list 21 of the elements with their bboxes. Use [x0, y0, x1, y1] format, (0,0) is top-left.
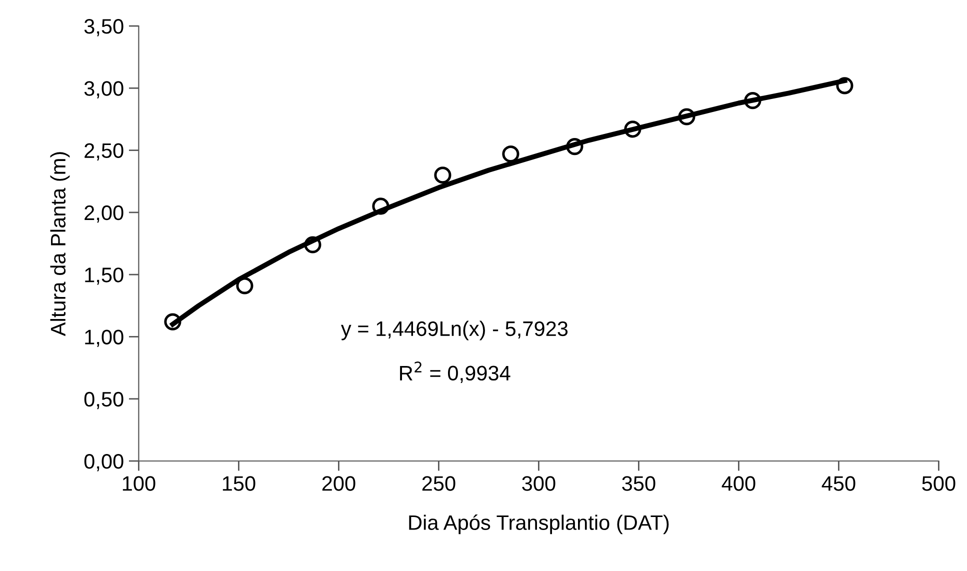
y-tick-label: 3,50: [84, 19, 124, 36]
y-tick-label: 3,00: [84, 81, 124, 98]
x-tick-label: 350: [622, 476, 656, 491]
x-tick-label: 200: [322, 476, 356, 491]
x-tick-label: 250: [422, 476, 456, 491]
annotation: y = 1,4469Ln(x) - 5,7923: [340, 320, 568, 340]
x-tick-label: 450: [822, 476, 856, 491]
y-tick-label: 2,50: [84, 143, 124, 160]
y-tick-label: 0,50: [84, 392, 124, 410]
y-axis-title: Altura da Planta (m): [50, 152, 70, 336]
x-tick-label: 300: [522, 476, 556, 491]
y-tick-label: 0,00: [84, 454, 124, 472]
y-tick-label: 1,00: [85, 330, 124, 347]
x-axis-title: Dia Após Transplantio (DAT): [409, 514, 669, 534]
x-tick-label: 500: [922, 476, 956, 491]
x-tick-label: 150: [222, 476, 256, 491]
x-tick-label: 100: [122, 476, 156, 491]
y-tick-label: 2,00: [84, 205, 124, 223]
y-tick-label: 1,50: [85, 268, 124, 285]
x-tick-label: 400: [722, 476, 756, 491]
annotation: R$^{2}$ = 0,9934: [400, 362, 510, 384]
